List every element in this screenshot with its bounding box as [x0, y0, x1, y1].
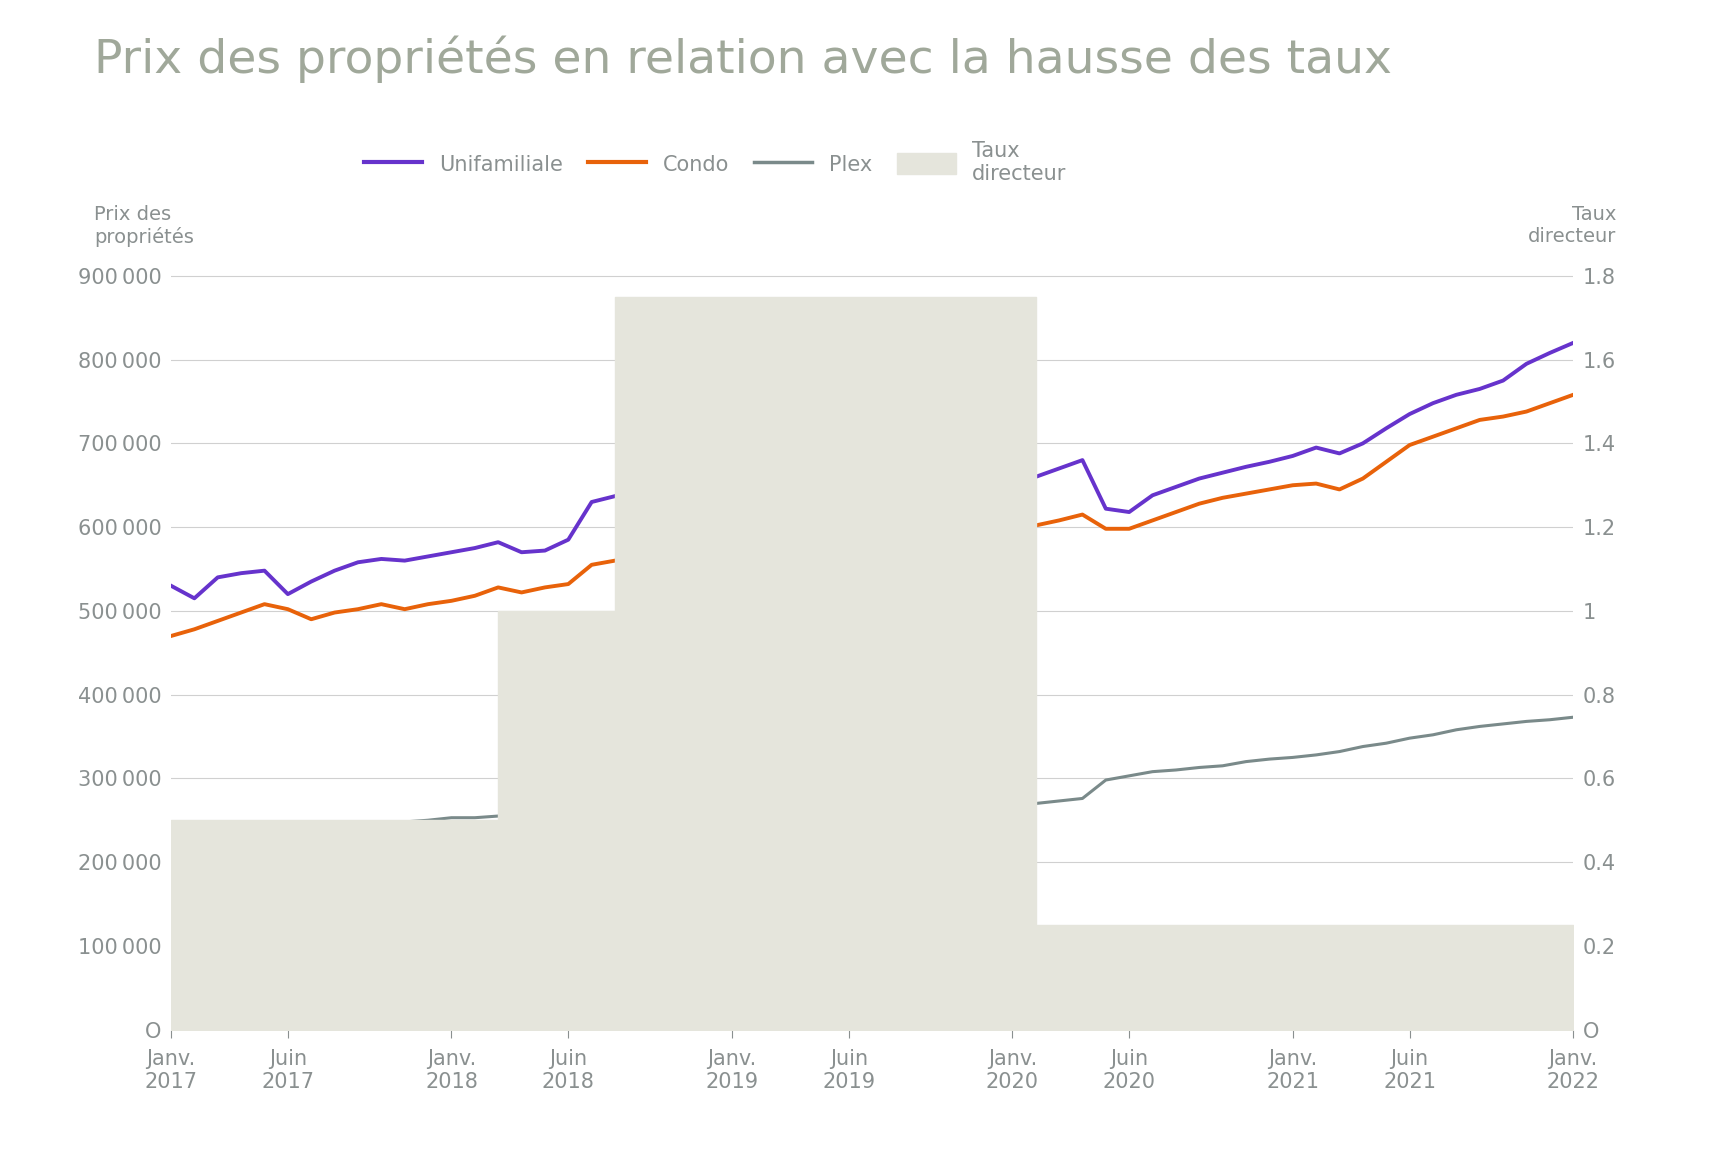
Text: Prix des propriétés en relation avec la hausse des taux: Prix des propriétés en relation avec la …: [94, 35, 1392, 83]
Text: Taux
directeur: Taux directeur: [1527, 205, 1616, 246]
Text: Prix des
propriétés: Prix des propriétés: [94, 205, 193, 247]
Legend: Unifamiliale, Condo, Plex, Taux
directeur: Unifamiliale, Condo, Plex, Taux directeu…: [364, 142, 1067, 184]
